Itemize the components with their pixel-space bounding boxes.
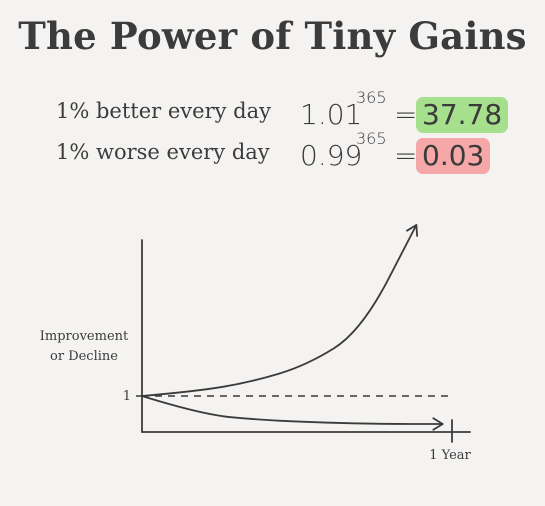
better-result: 37.78 — [416, 97, 509, 133]
decline-curve — [141, 395, 444, 425]
better-exponent: 365 — [356, 88, 387, 107]
x-tick-label-1-year: 1 Year — [429, 448, 471, 463]
y-axis-label-line-1: Improvement — [40, 329, 129, 344]
chart-series — [141, 224, 452, 431]
worse-exponent: 365 — [356, 129, 387, 148]
decline-curve-arrowhead — [432, 417, 444, 431]
chart-axes — [136, 239, 471, 443]
improvement-curve — [141, 224, 418, 397]
worse-result: 0.03 — [416, 138, 491, 174]
improvement-curve-arrowhead — [406, 224, 419, 237]
worse-equals: = — [394, 139, 418, 172]
y-axis-label-line-2: or Decline — [50, 349, 118, 364]
better-base: 1.01 — [300, 98, 363, 131]
y-tick-label-1: 1 — [123, 389, 131, 404]
worse-label: 1% worse every day — [56, 140, 270, 164]
better-label: 1% better every day — [56, 99, 272, 123]
better-equals: = — [394, 98, 418, 131]
chart-labels: Improvement or Decline 1 1 Year — [40, 329, 472, 463]
page-title: The Power of Tiny Gains — [18, 14, 527, 58]
worse-base: 0.99 — [300, 139, 363, 172]
